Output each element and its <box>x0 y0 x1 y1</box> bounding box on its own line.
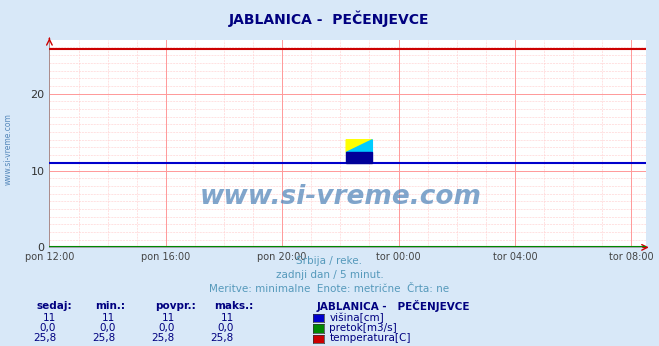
Polygon shape <box>346 140 372 153</box>
Text: JABLANICA -   PEČENJEVCE: JABLANICA - PEČENJEVCE <box>316 300 470 312</box>
Text: maks.:: maks.: <box>214 301 254 311</box>
Text: www.si-vreme.com: www.si-vreme.com <box>3 113 13 185</box>
Text: 25,8: 25,8 <box>211 334 234 343</box>
Text: 11: 11 <box>43 313 56 322</box>
Text: 0,0: 0,0 <box>99 323 115 333</box>
Text: 11: 11 <box>221 313 234 322</box>
Text: Meritve: minimalne  Enote: metrične  Črta: ne: Meritve: minimalne Enote: metrične Črta:… <box>210 284 449 294</box>
Text: min.:: min.: <box>96 301 126 311</box>
Text: višina[cm]: višina[cm] <box>330 312 384 323</box>
Text: 25,8: 25,8 <box>92 334 115 343</box>
Text: sedaj:: sedaj: <box>36 301 72 311</box>
Bar <box>346 153 372 163</box>
Text: 25,8: 25,8 <box>33 334 56 343</box>
Text: zadnji dan / 5 minut.: zadnji dan / 5 minut. <box>275 270 384 280</box>
Text: Srbija / reke.: Srbija / reke. <box>297 256 362 266</box>
Text: www.si-vreme.com: www.si-vreme.com <box>200 184 481 210</box>
Text: povpr.:: povpr.: <box>155 301 196 311</box>
Text: 11: 11 <box>102 313 115 322</box>
Text: 11: 11 <box>161 313 175 322</box>
Text: 0,0: 0,0 <box>158 323 175 333</box>
Text: 0,0: 0,0 <box>217 323 234 333</box>
Text: 0,0: 0,0 <box>40 323 56 333</box>
Text: temperatura[C]: temperatura[C] <box>330 334 411 343</box>
Text: pretok[m3/s]: pretok[m3/s] <box>330 323 397 333</box>
Polygon shape <box>346 140 372 153</box>
Text: 25,8: 25,8 <box>152 334 175 343</box>
Text: JABLANICA -  PEČENJEVCE: JABLANICA - PEČENJEVCE <box>229 11 430 27</box>
